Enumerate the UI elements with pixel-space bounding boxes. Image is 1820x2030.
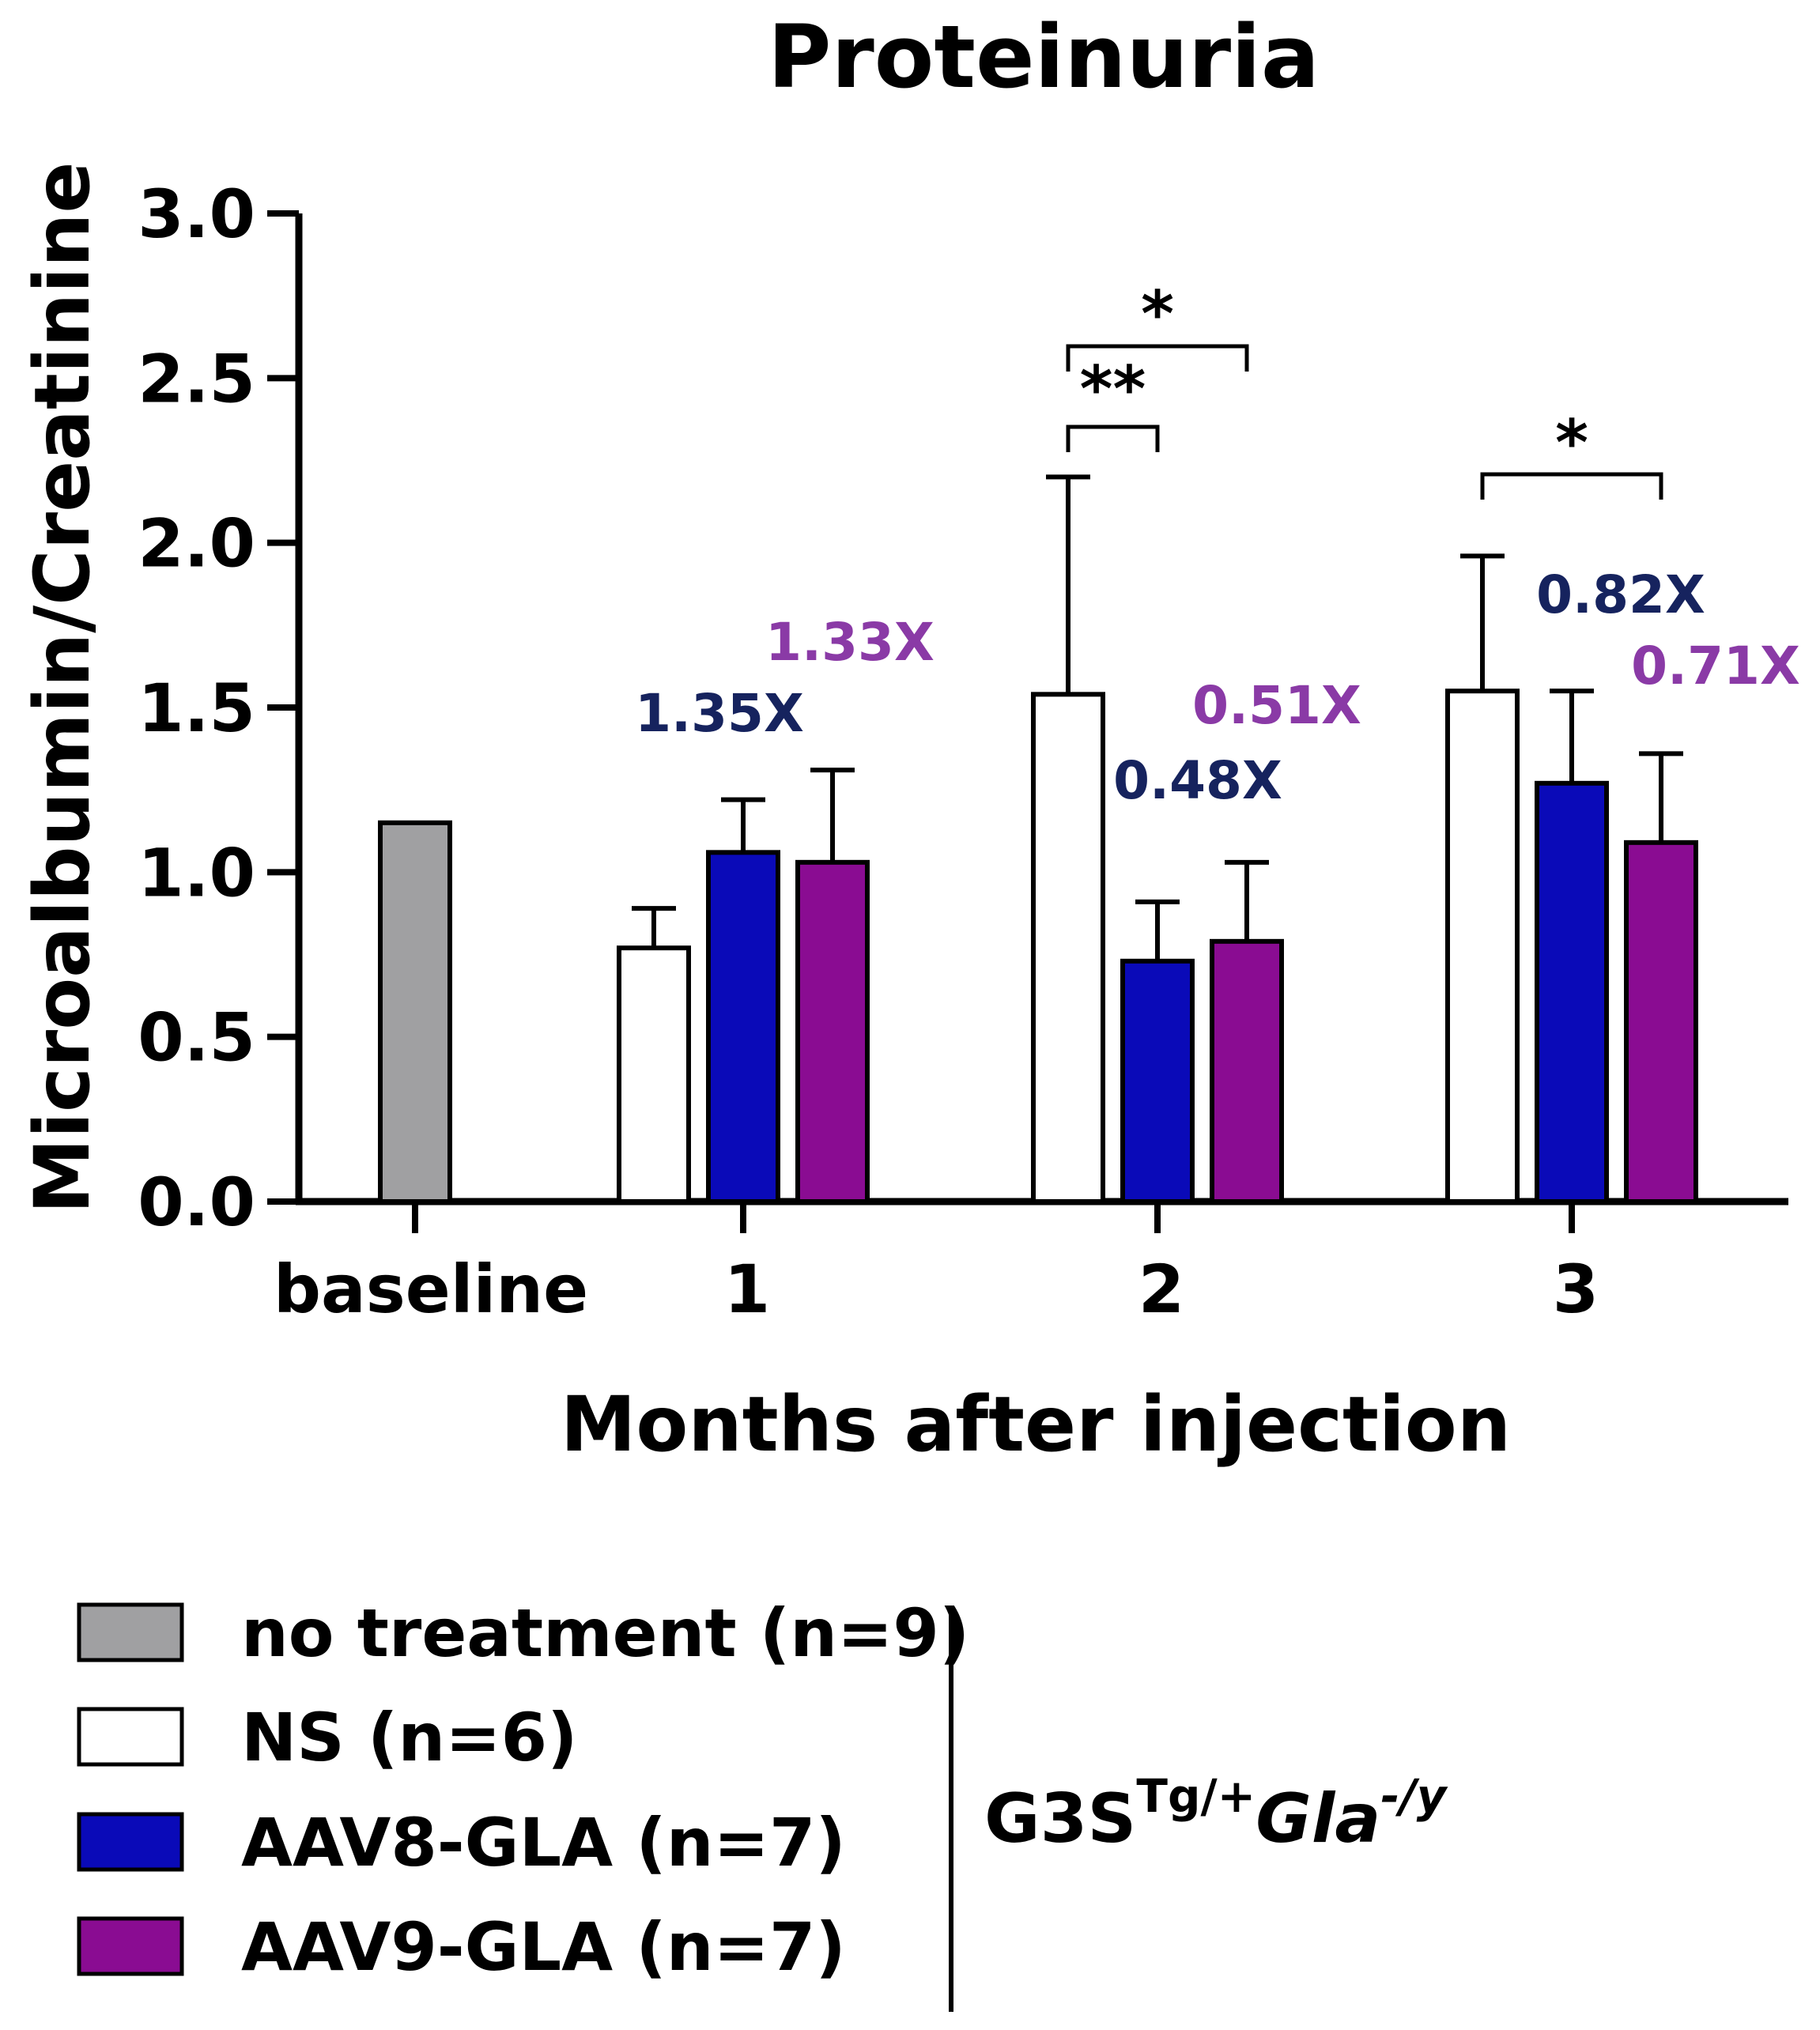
legend-item-ns: NS (n=6) — [77, 1699, 577, 1776]
bar-no_treatment-baseline — [378, 820, 452, 1205]
bar-aav9-2 — [1210, 938, 1284, 1205]
x-axis-label: Months after injection — [561, 1380, 1511, 1469]
bar-ns-1 — [617, 945, 691, 1204]
legend-swatch — [77, 1812, 184, 1872]
legend: no treatment (n=9) NS (n=6) AAV8-GLA (n=7)… — [77, 1594, 1448, 2012]
x-tick-label: baseline — [274, 1251, 588, 1328]
bracket-line — [1480, 472, 1663, 500]
y-tick-label: 0.5 — [138, 999, 255, 1077]
fold-change-label: 0.48X — [1113, 750, 1282, 811]
x-tick-label: 2 — [1138, 1251, 1184, 1328]
bar-aav9-1 — [795, 859, 870, 1205]
significance-bracket: ** — [1066, 353, 1160, 452]
genotype-gene: Gla — [1255, 1779, 1380, 1858]
legend-swatch — [77, 1916, 184, 1976]
bar-aav9-3 — [1624, 840, 1698, 1205]
legend-label: AAV9-GLA (n=7) — [241, 1908, 846, 1986]
genotype-sup1: Tg/+ — [1136, 1769, 1255, 1823]
legend-label: no treatment (n=9) — [241, 1594, 969, 1672]
bar-aav8-1 — [706, 850, 780, 1205]
legend-swatch — [77, 1602, 184, 1662]
y-tick-label: 0.0 — [138, 1164, 255, 1241]
bar-ns-2 — [1031, 692, 1105, 1204]
y-tick-label: 2.0 — [138, 505, 255, 583]
fold-change-label: 0.71X — [1631, 636, 1800, 696]
y-tick-label: 2.5 — [138, 340, 255, 417]
y-tick-label: 3.0 — [138, 175, 255, 253]
genotype-base: G3S — [984, 1779, 1136, 1858]
bar-ns-3 — [1445, 689, 1520, 1204]
chart-title: Proteinuria — [768, 6, 1320, 108]
fold-change-label: 1.35X — [635, 683, 804, 744]
bracket-line — [1066, 344, 1249, 372]
genotype-sup2: -/y — [1380, 1769, 1448, 1823]
genotype-label: G3STg/+Gla-/y — [984, 1769, 1448, 1858]
significance-star: ** — [1080, 353, 1146, 426]
legend-item-no_treatment: no treatment (n=9) — [77, 1594, 969, 1672]
significance-bracket: * — [1480, 406, 1663, 500]
bar-aav8-2 — [1120, 958, 1195, 1205]
fold-change-label: 0.82X — [1536, 564, 1705, 625]
legend-item-aav8: AAV8-GLA (n=7) — [77, 1804, 846, 1881]
legend-item-aav9: AAV9-GLA (n=7) — [77, 1908, 846, 1986]
y-tick-label: 1.0 — [138, 834, 255, 911]
significance-bracket: * — [1066, 277, 1249, 372]
x-tick-label: 3 — [1553, 1251, 1599, 1328]
y-axis-label: Microalbumin/Creatinine — [18, 162, 107, 1214]
legend-label: NS (n=6) — [241, 1699, 577, 1776]
x-tick-label: 1 — [724, 1251, 770, 1328]
y-tick-label: 1.5 — [138, 670, 255, 747]
legend-label: AAV8-GLA (n=7) — [241, 1804, 846, 1881]
significance-star: * — [1555, 406, 1588, 480]
fold-change-label: 0.51X — [1192, 675, 1361, 736]
bracket-line — [1066, 424, 1160, 452]
bar-aav8-3 — [1535, 780, 1609, 1204]
plot-area: 0.0 0.5 1.0 1.5 2.0 2.5 3.0 baseline 1 2 3 1.35X 1.3… — [138, 175, 1800, 1328]
significance-star: * — [1141, 277, 1174, 351]
legend-swatch — [77, 1707, 184, 1767]
fold-change-label: 1.33X — [765, 612, 935, 673]
